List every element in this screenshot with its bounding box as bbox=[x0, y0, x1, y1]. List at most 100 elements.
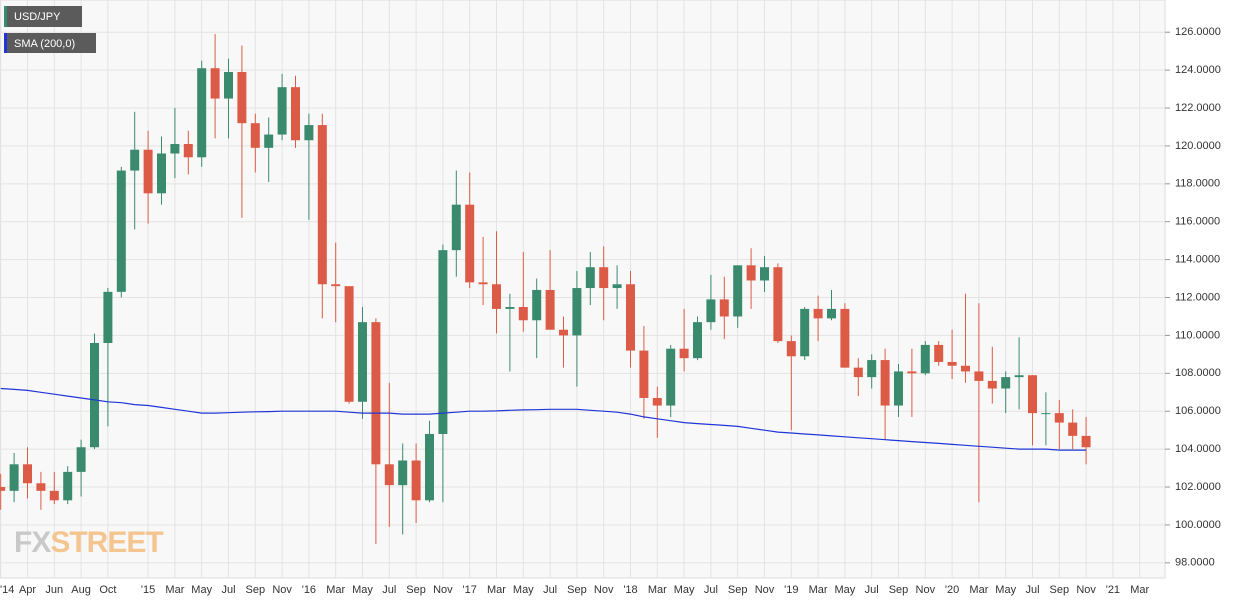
candle-body bbox=[384, 464, 394, 486]
sma-line bbox=[0, 387, 1087, 451]
candle-body bbox=[773, 267, 783, 342]
x-tick-label: Mar bbox=[969, 584, 988, 596]
y-tick-label: 98.0000 bbox=[1175, 557, 1215, 569]
y-tick-label: 106.0000 bbox=[1175, 405, 1221, 417]
x-tick-label: '16 bbox=[302, 584, 316, 596]
x-tick-label: Mar bbox=[1130, 584, 1149, 596]
y-tick-label: 120.0000 bbox=[1175, 140, 1221, 152]
candle-body bbox=[331, 284, 341, 287]
legend-label: SMA (200,0) bbox=[14, 38, 75, 50]
candle-body bbox=[250, 123, 260, 148]
candle-body bbox=[1014, 375, 1024, 378]
x-tick-label: Jul bbox=[865, 584, 879, 596]
candle-body bbox=[1068, 422, 1078, 436]
plot-area bbox=[0, 0, 1166, 579]
candle-body bbox=[800, 308, 810, 357]
candle-body bbox=[9, 464, 19, 491]
candle-body bbox=[478, 282, 488, 285]
candle-body bbox=[157, 153, 166, 194]
candle-body bbox=[1054, 413, 1064, 423]
candle-body bbox=[344, 286, 354, 402]
x-tick-label: Mar bbox=[809, 584, 828, 596]
candle-body bbox=[840, 308, 850, 368]
candle-body bbox=[934, 344, 944, 362]
candle-body bbox=[559, 329, 568, 336]
y-tick-label: 122.0000 bbox=[1175, 102, 1221, 114]
x-tick-label: Apr bbox=[19, 584, 36, 596]
x-tick-label: Jul bbox=[1025, 584, 1039, 596]
x-tick-label: Jul bbox=[704, 584, 718, 596]
candle-body bbox=[679, 348, 689, 359]
x-tick-label: '21 bbox=[1106, 584, 1120, 596]
candle-body bbox=[451, 204, 461, 251]
y-tick-label: 124.0000 bbox=[1175, 64, 1221, 76]
x-tick-label: Nov bbox=[916, 584, 936, 596]
legend-swatch bbox=[4, 6, 7, 27]
candle-body bbox=[492, 284, 501, 309]
x-tick-label: Aug bbox=[71, 584, 91, 596]
candle-body bbox=[264, 134, 274, 148]
legend-label: USD/JPY bbox=[14, 11, 61, 23]
candle-body bbox=[90, 343, 99, 448]
candle-body bbox=[974, 371, 984, 381]
legend-swatch bbox=[4, 33, 7, 53]
candle-body bbox=[518, 307, 528, 321]
y-tick-label: 110.0000 bbox=[1175, 329, 1220, 341]
y-tick-label: 116.0000 bbox=[1175, 216, 1220, 228]
candle-body bbox=[907, 371, 917, 374]
y-tick-label: 102.0000 bbox=[1175, 481, 1221, 493]
x-tick-label: Nov bbox=[433, 584, 453, 596]
candle-body bbox=[652, 397, 662, 406]
x-tick-label: Nov bbox=[1076, 584, 1096, 596]
x-tick-label: '15 bbox=[141, 584, 155, 596]
watermark-suffix: STREET bbox=[50, 526, 163, 559]
y-tick-label: 112.0000 bbox=[1175, 291, 1220, 303]
candle-body bbox=[853, 367, 863, 378]
x-tick-label: Nov bbox=[272, 584, 292, 596]
x-tick-label: '17 bbox=[463, 584, 477, 596]
candle-body bbox=[36, 483, 46, 491]
x-tick-label: Sep bbox=[567, 584, 587, 596]
candle-body bbox=[438, 250, 448, 434]
candle-body bbox=[639, 350, 649, 398]
x-tick-label: Mar bbox=[326, 584, 345, 596]
candle-body bbox=[197, 68, 207, 158]
candle-body bbox=[961, 365, 970, 372]
x-tick-label: Sep bbox=[728, 584, 748, 596]
x-tick-label: May bbox=[513, 584, 534, 596]
candle-body bbox=[49, 490, 59, 501]
legend-box bbox=[4, 6, 82, 27]
candle-body bbox=[880, 360, 890, 406]
candle-body bbox=[317, 125, 327, 285]
candle-body bbox=[813, 308, 823, 319]
candle-body bbox=[760, 267, 769, 281]
marks bbox=[0, 34, 1091, 544]
candle-body bbox=[746, 265, 756, 281]
x-tick-label: Mar bbox=[165, 584, 184, 596]
y-tick-label: 114.0000 bbox=[1175, 254, 1220, 266]
candle-body bbox=[505, 307, 515, 309]
candle-body bbox=[947, 361, 957, 366]
candle-body bbox=[532, 289, 542, 321]
candle-body bbox=[867, 360, 877, 378]
candle-body bbox=[545, 289, 555, 330]
x-tick-label: May bbox=[995, 584, 1016, 596]
candle-body bbox=[411, 460, 421, 501]
x-tick-label: '14 bbox=[0, 584, 14, 596]
x-tick-label: Mar bbox=[648, 584, 667, 596]
candle-body bbox=[465, 204, 475, 283]
candle-body bbox=[706, 299, 716, 323]
candle-body bbox=[304, 125, 314, 141]
candle-body bbox=[23, 464, 32, 484]
candle-body bbox=[224, 72, 233, 99]
x-tick-label: '18 bbox=[623, 584, 637, 596]
y-tick-label: 126.0000 bbox=[1175, 26, 1221, 38]
watermark-prefix: FX bbox=[14, 526, 51, 559]
x-tick-label: Sep bbox=[889, 584, 909, 596]
y-tick-label: 100.0000 bbox=[1175, 519, 1221, 531]
candle-body bbox=[371, 322, 381, 465]
candle-body bbox=[425, 433, 434, 501]
candle-body bbox=[1001, 377, 1011, 389]
